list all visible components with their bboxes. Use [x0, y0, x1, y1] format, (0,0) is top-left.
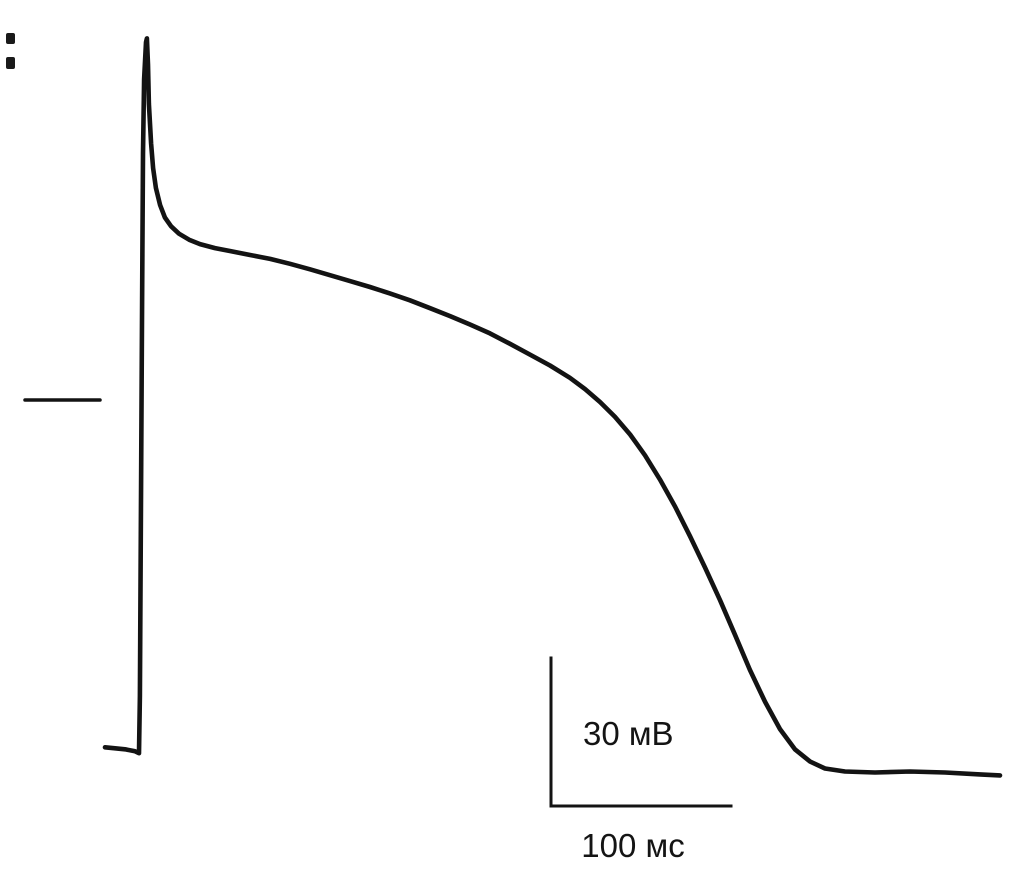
scan-artifact	[6, 57, 15, 69]
scan-artifact	[6, 33, 15, 44]
action-potential-trace	[102, 36, 1003, 778]
scale-bar-lines	[549, 656, 733, 808]
voltage-scale-label: 30 мВ	[583, 715, 674, 752]
time-scale-label: 100 мс	[581, 827, 684, 864]
scale-bars: 30 мВ 100 мс	[549, 656, 733, 864]
